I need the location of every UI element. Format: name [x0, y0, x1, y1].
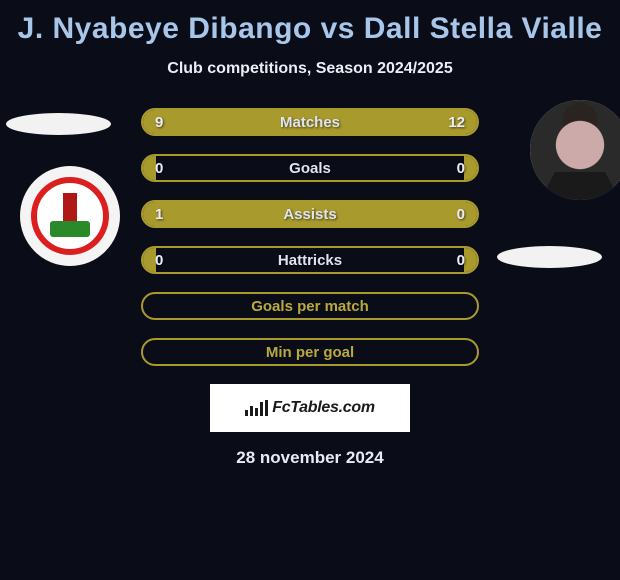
- stat-fill-left: [143, 202, 464, 226]
- player-right-bottom-placeholder: [497, 246, 602, 268]
- stat-row: 10Assists: [141, 200, 479, 228]
- stat-fill-right: [464, 202, 477, 226]
- stat-fill-left: [143, 156, 156, 180]
- stat-label: Goals per match: [251, 298, 369, 315]
- player-left-top-placeholder: [6, 113, 111, 135]
- player-face-icon: [530, 100, 620, 200]
- stat-rows: 912Matches 00Goals 10Assists 00Hattricks Goa…: [141, 108, 479, 366]
- stat-label: Min per goal: [266, 344, 354, 361]
- watermark: FcTables.com: [245, 399, 375, 417]
- watermark-box: FcTables.com: [210, 384, 410, 432]
- stat-row: 00Goals: [141, 154, 479, 182]
- player-right-photo: [530, 100, 620, 200]
- stat-row: 912Matches: [141, 108, 479, 136]
- stat-fill-left: [143, 110, 287, 134]
- generation-date: 28 november 2024: [0, 448, 620, 468]
- watermark-label: FcTables.com: [272, 399, 375, 417]
- player-left-club-logo: [20, 166, 120, 266]
- stat-fill-right: [464, 248, 477, 272]
- stat-row: Min per goal: [141, 338, 479, 366]
- stat-fill-right: [287, 110, 477, 134]
- stat-label: Goals: [289, 160, 331, 177]
- club-badge-icon: [31, 177, 109, 255]
- stat-row: 00Hattricks: [141, 246, 479, 274]
- bars-icon: [245, 400, 268, 416]
- stat-label: Hattricks: [278, 252, 342, 269]
- stat-fill-left: [143, 248, 156, 272]
- comparison-area: 912Matches 00Goals 10Assists 00Hattricks Goa…: [0, 108, 620, 468]
- stat-fill-right: [464, 156, 477, 180]
- stat-row: Goals per match: [141, 292, 479, 320]
- page-title: J. Nyabeye Dibango vs Dall Stella Vialle: [0, 0, 620, 46]
- subtitle: Club competitions, Season 2024/2025: [0, 60, 620, 78]
